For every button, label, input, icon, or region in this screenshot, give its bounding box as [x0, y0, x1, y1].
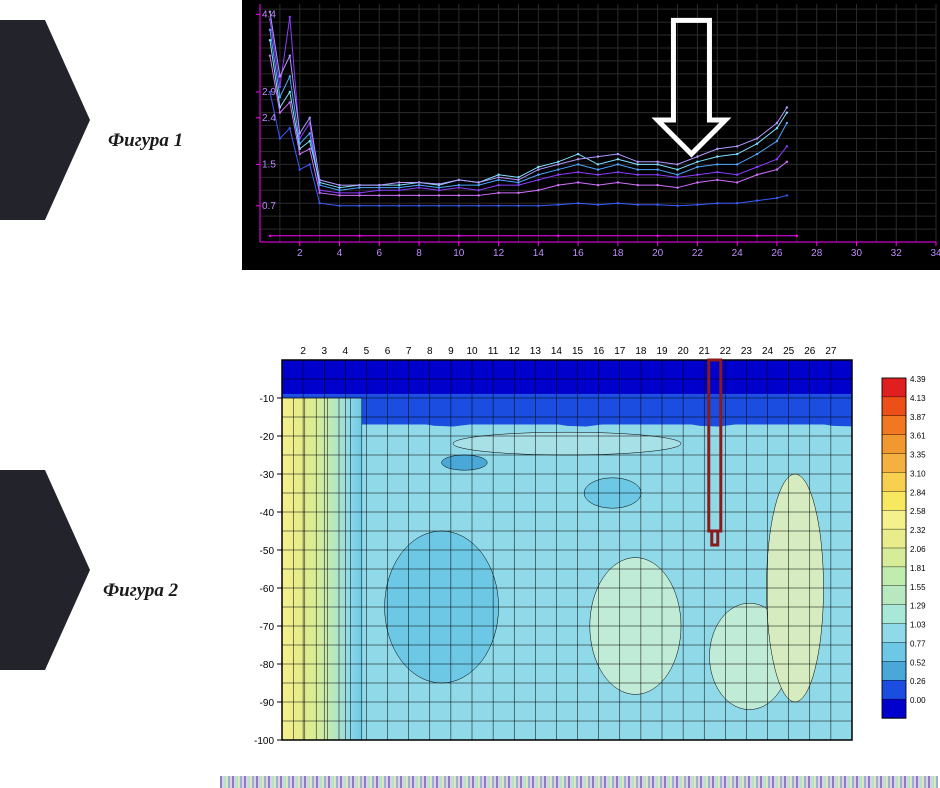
svg-text:-40: -40	[260, 508, 275, 519]
svg-text:1.5: 1.5	[262, 159, 276, 170]
svg-text:2.06: 2.06	[910, 545, 926, 554]
figure2-label: Фигура 2	[103, 580, 178, 602]
svg-text:30: 30	[851, 248, 863, 259]
svg-text:3.10: 3.10	[910, 469, 926, 478]
svg-text:18: 18	[635, 346, 647, 357]
svg-text:13: 13	[530, 346, 542, 357]
svg-text:2: 2	[300, 346, 306, 357]
svg-text:3: 3	[321, 346, 327, 357]
svg-text:-30: -30	[260, 470, 275, 481]
pointer-shape-2	[0, 470, 90, 670]
svg-text:-80: -80	[260, 660, 275, 671]
svg-text:8: 8	[427, 346, 433, 357]
svg-text:2: 2	[297, 248, 303, 259]
svg-text:-100: -100	[254, 736, 274, 747]
svg-text:0.52: 0.52	[910, 658, 926, 667]
svg-text:8: 8	[416, 248, 422, 259]
svg-text:2.32: 2.32	[910, 526, 926, 535]
svg-text:4.4: 4.4	[262, 9, 276, 20]
svg-text:32: 32	[891, 248, 903, 259]
svg-text:5: 5	[364, 346, 370, 357]
svg-text:4.13: 4.13	[910, 394, 926, 403]
figure1-label: Фигура 1	[108, 130, 183, 152]
figure2-chart: 2345678910111213141516171819202122232425…	[242, 338, 940, 753]
svg-text:19: 19	[656, 346, 668, 357]
svg-text:-90: -90	[260, 698, 275, 709]
svg-text:14: 14	[551, 346, 563, 357]
svg-text:23: 23	[741, 346, 753, 357]
svg-text:0.7: 0.7	[262, 201, 276, 212]
svg-text:27: 27	[825, 346, 837, 357]
decorative-strip	[220, 776, 938, 788]
svg-text:1.81: 1.81	[910, 564, 926, 573]
svg-text:22: 22	[720, 346, 732, 357]
svg-text:12: 12	[493, 248, 505, 259]
svg-text:21: 21	[699, 346, 711, 357]
svg-text:18: 18	[612, 248, 624, 259]
svg-text:2.4: 2.4	[262, 113, 276, 124]
svg-text:14: 14	[533, 248, 545, 259]
svg-text:3.87: 3.87	[910, 413, 926, 422]
svg-text:1.03: 1.03	[910, 621, 926, 630]
svg-text:2.9: 2.9	[262, 87, 276, 98]
svg-text:1.29: 1.29	[910, 602, 926, 611]
svg-text:0.26: 0.26	[910, 677, 926, 686]
svg-text:10: 10	[453, 248, 465, 259]
svg-text:15: 15	[572, 346, 584, 357]
svg-text:28: 28	[811, 248, 823, 259]
svg-text:20: 20	[652, 248, 664, 259]
pointer-shape-1	[0, 20, 90, 220]
svg-text:0.00: 0.00	[910, 696, 926, 705]
svg-text:4.39: 4.39	[910, 375, 926, 384]
svg-text:17: 17	[614, 346, 626, 357]
svg-text:25: 25	[783, 346, 795, 357]
svg-text:-10: -10	[260, 394, 275, 405]
svg-text:20: 20	[678, 346, 690, 357]
svg-text:7: 7	[406, 346, 412, 357]
svg-text:1.55: 1.55	[910, 583, 926, 592]
svg-text:26: 26	[804, 346, 816, 357]
svg-text:-70: -70	[260, 622, 275, 633]
svg-text:24: 24	[732, 248, 744, 259]
svg-text:6: 6	[385, 346, 391, 357]
svg-text:34: 34	[930, 248, 940, 259]
svg-text:9: 9	[448, 346, 454, 357]
svg-text:22: 22	[692, 248, 704, 259]
svg-text:16: 16	[573, 248, 585, 259]
svg-text:-50: -50	[260, 546, 275, 557]
svg-text:-60: -60	[260, 584, 275, 595]
svg-text:3.61: 3.61	[910, 432, 926, 441]
svg-text:16: 16	[593, 346, 605, 357]
svg-text:11: 11	[488, 346, 499, 357]
svg-text:3.35: 3.35	[910, 451, 926, 460]
svg-text:26: 26	[771, 248, 783, 259]
figure1-chart: 2468101214161820222426283032340.71.52.42…	[242, 0, 940, 270]
svg-text:2.58: 2.58	[910, 507, 926, 516]
svg-text:24: 24	[762, 346, 774, 357]
svg-text:12: 12	[509, 346, 521, 357]
svg-text:4: 4	[343, 346, 349, 357]
svg-text:-20: -20	[260, 432, 275, 443]
svg-text:2.84: 2.84	[910, 488, 926, 497]
svg-text:10: 10	[466, 346, 478, 357]
svg-text:0.77: 0.77	[910, 639, 926, 648]
svg-text:4: 4	[337, 248, 343, 259]
svg-text:6: 6	[377, 248, 383, 259]
